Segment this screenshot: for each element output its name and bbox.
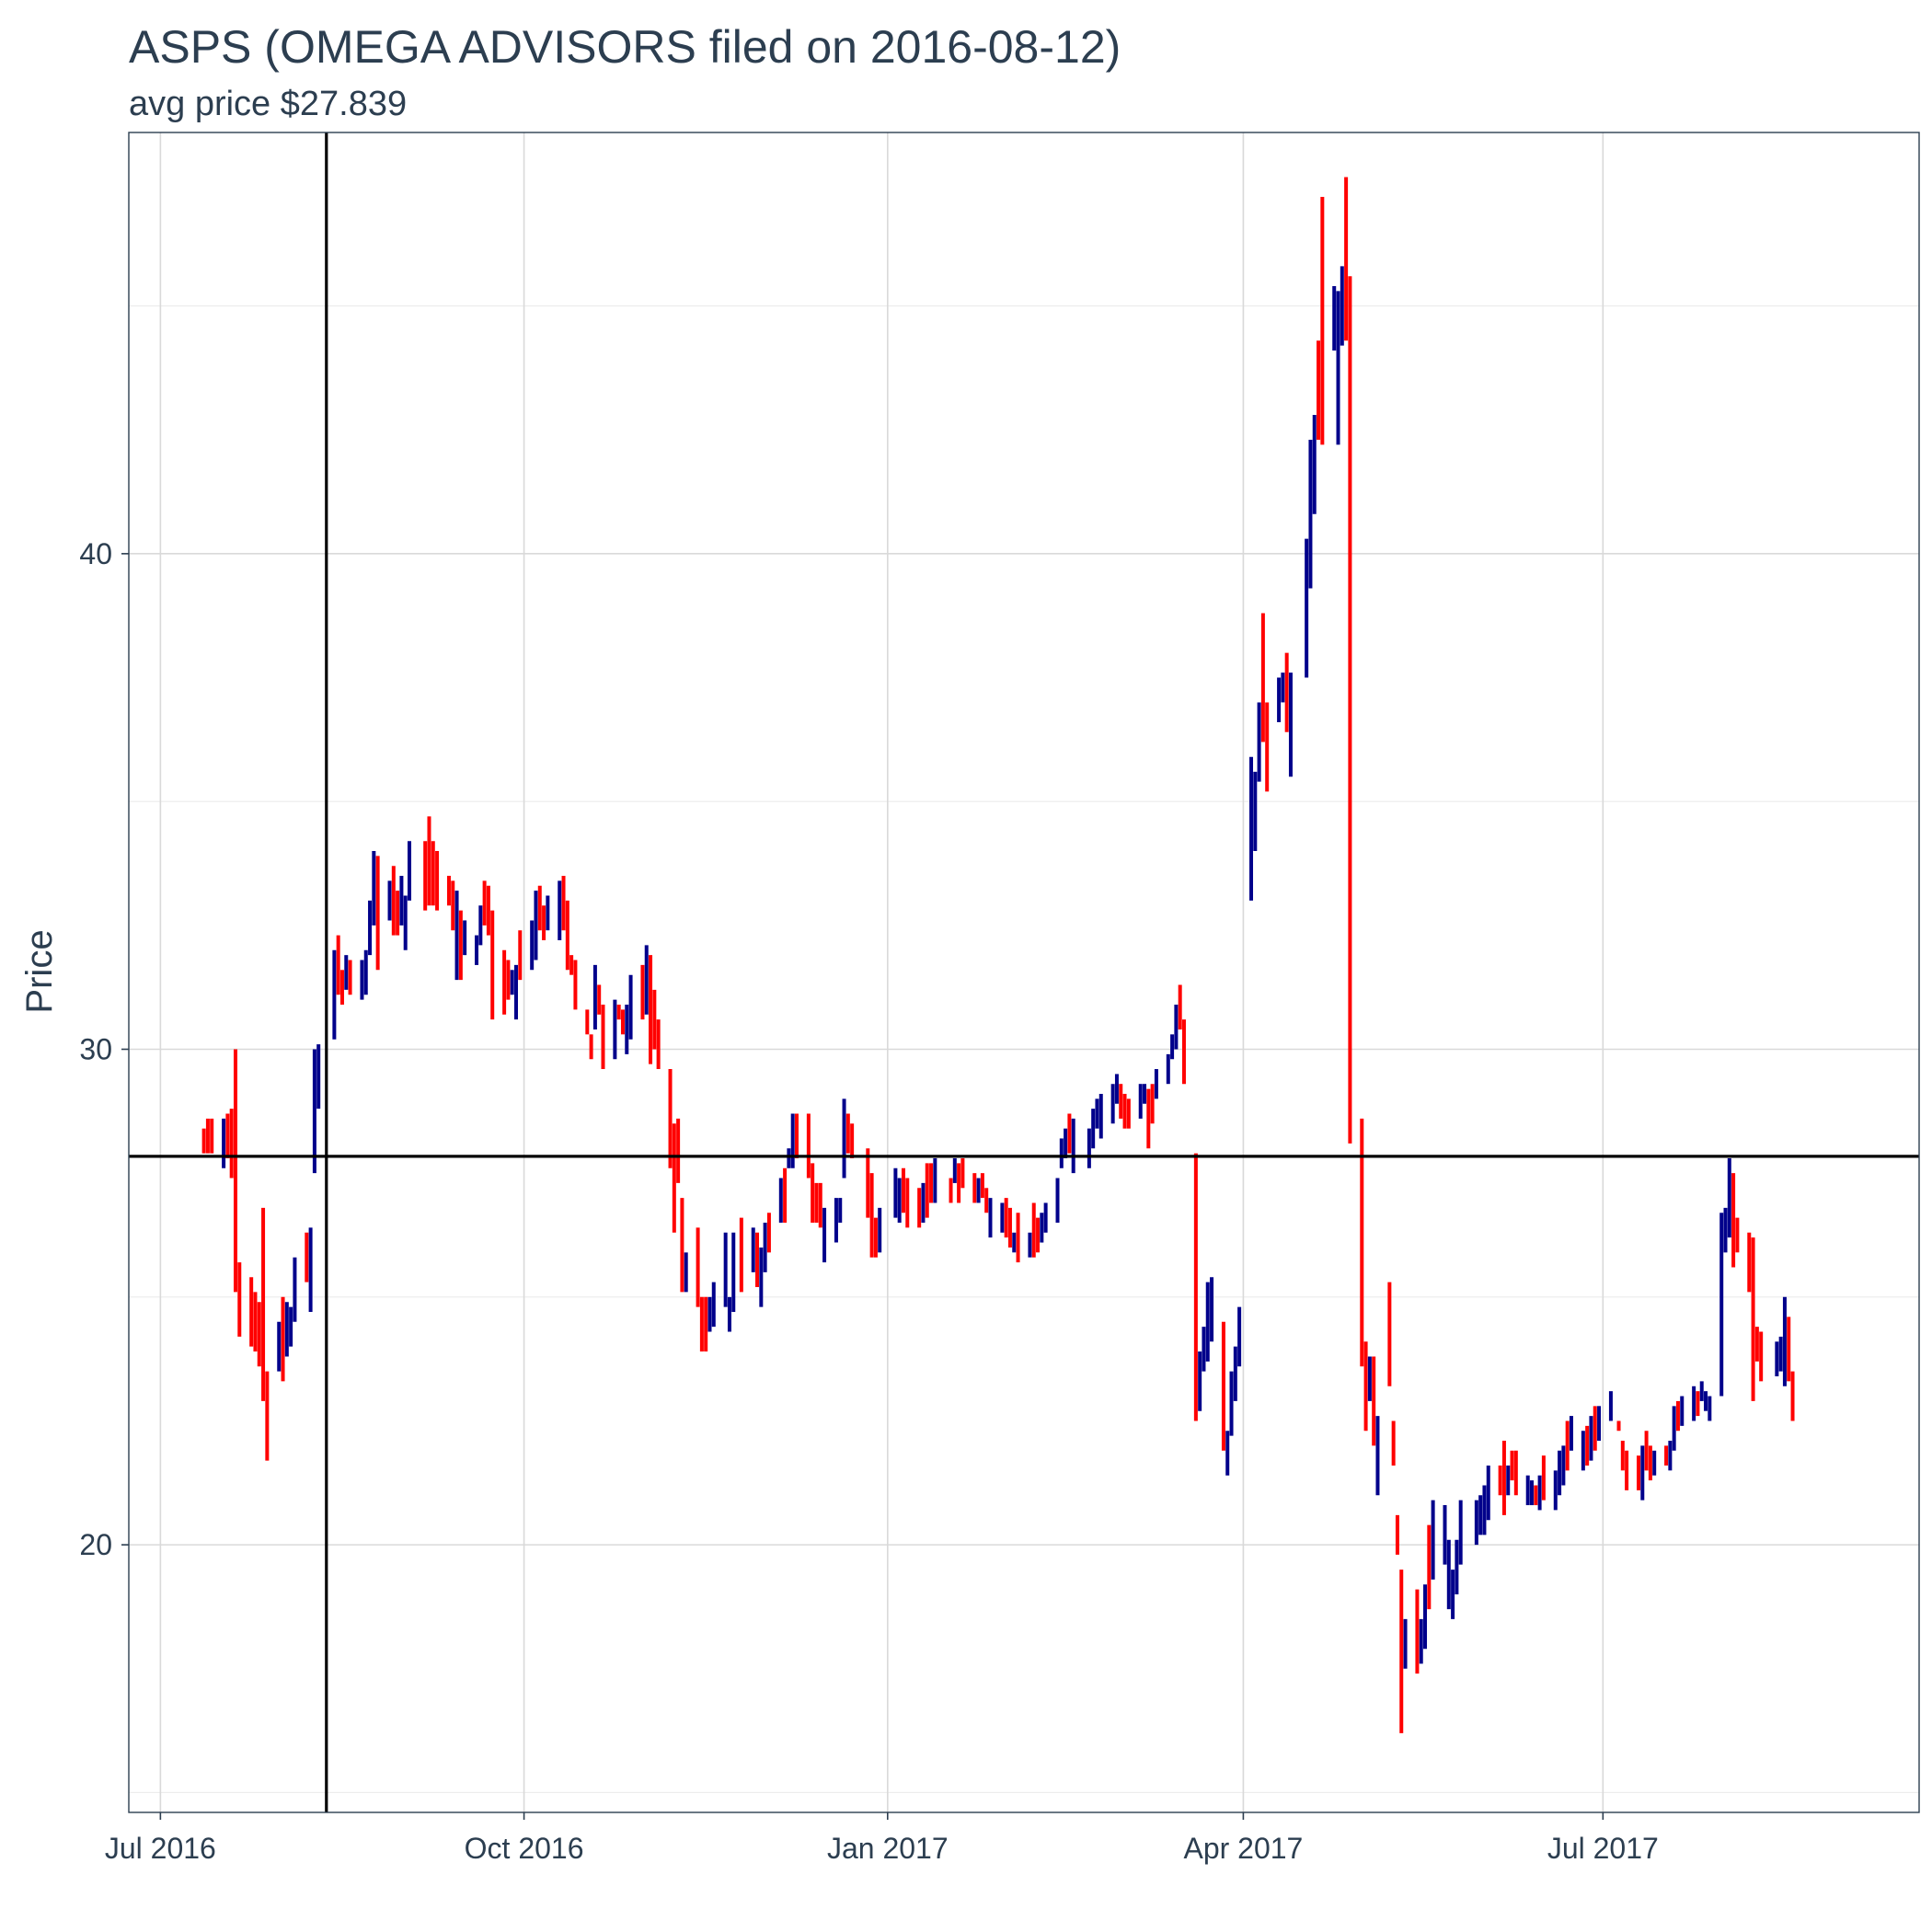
x-axis-ticks: Jul 2016 Oct 2016 Jan 2017 Apr 2017 Jul 2017 [105, 1812, 1659, 1865]
reference-lines [129, 132, 1919, 1812]
x-tick-label: Jan 2017 [827, 1832, 949, 1865]
gridlines [129, 132, 1919, 1812]
plot-panel [128, 132, 1920, 1813]
y-tick-label: 20 [79, 1528, 112, 1561]
y-axis-label: Price [19, 929, 60, 1013]
x-tick-label: Jul 2016 [105, 1832, 216, 1865]
x-tick-label: Apr 2017 [1183, 1832, 1303, 1865]
chart-subtitle: avg price $27.839 [129, 85, 407, 123]
y-tick-label: 30 [79, 1032, 112, 1065]
x-tick-label: Oct 2016 [465, 1832, 584, 1865]
chart-title: ASPS (OMEGA ADVISORS filed on 2016-08-12… [129, 21, 1121, 73]
x-tick-label: Jul 2017 [1547, 1832, 1659, 1865]
y-tick-label: 40 [79, 537, 112, 570]
price-bars [201, 177, 1795, 1733]
y-axis-ticks: 20 30 40 [79, 537, 129, 1561]
